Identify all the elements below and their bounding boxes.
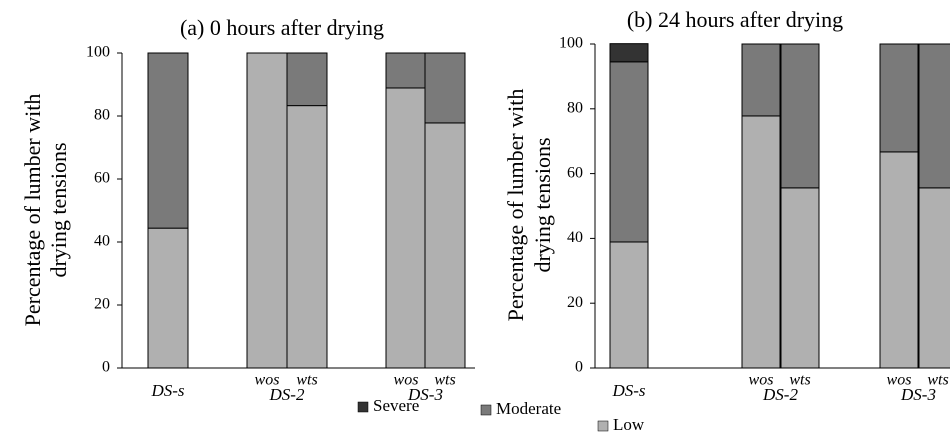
legend-label: Severe	[373, 396, 419, 415]
bar-segment	[147, 227, 189, 369]
bar-segment	[609, 43, 649, 63]
bar-segment	[147, 52, 189, 229]
bar-segment	[385, 87, 427, 369]
legend-swatch	[480, 404, 492, 416]
y-tick-label: 40	[567, 229, 583, 246]
legend-swatch	[357, 401, 369, 413]
x-tick-label: wos	[887, 372, 912, 389]
y-tick-label: 60	[94, 170, 110, 187]
chart-title: (a) 0 hours after drying	[180, 15, 384, 40]
y-tick-label: 40	[94, 233, 110, 250]
bar-segment	[741, 115, 781, 369]
x-tick-label: wos	[255, 372, 280, 389]
y-tick-label: 0	[575, 359, 583, 376]
x-tick-label: wts	[789, 372, 810, 389]
group-label: DS-s	[150, 381, 184, 400]
x-tick-label: wts	[927, 372, 948, 389]
group-label: DS-2	[762, 385, 798, 404]
y-axis-label: Percentage of lumber with	[20, 94, 45, 327]
bar-segment	[424, 122, 466, 369]
group-label: DS-2	[269, 385, 305, 404]
y-tick-label: 60	[567, 164, 583, 181]
y-tick-label: 80	[567, 99, 583, 116]
bar-segment	[918, 187, 950, 369]
x-tick-label: wos	[749, 372, 774, 389]
y-axis-label: Percentage of lumber with	[503, 89, 528, 322]
x-tick-label: wts	[434, 372, 455, 389]
y-axis-label: drying tensions	[46, 142, 71, 277]
bar-segment	[918, 43, 950, 189]
legend-label: Moderate	[496, 399, 561, 418]
bar-segment	[424, 52, 466, 124]
y-tick-label: 20	[567, 294, 583, 311]
group-label: DS-3	[407, 385, 443, 404]
chart-title: (b) 24 hours after drying	[627, 7, 843, 32]
bar-segment	[609, 241, 649, 369]
bar-segment	[246, 52, 288, 369]
bar-segment	[780, 43, 820, 189]
y-axis-label: drying tensions	[530, 137, 555, 272]
group-label: DS-s	[611, 381, 645, 400]
group-label: DS-3	[900, 385, 936, 404]
bar-segment	[780, 187, 820, 369]
bar-segment	[741, 43, 781, 117]
legend-label: Low	[613, 415, 645, 434]
bar-segment	[286, 52, 328, 107]
y-tick-label: 80	[94, 107, 110, 124]
legend-swatch	[597, 420, 609, 432]
y-tick-label: 0	[102, 359, 110, 376]
bar-segment	[609, 61, 649, 243]
bar-segment	[879, 43, 919, 153]
y-tick-label: 100	[86, 44, 110, 61]
x-tick-label: wts	[296, 372, 317, 389]
bar-segment	[385, 52, 427, 89]
bar-segment	[879, 151, 919, 369]
y-tick-label: 100	[559, 35, 583, 52]
bar-segment	[286, 105, 328, 369]
x-tick-label: wos	[394, 372, 419, 389]
y-tick-label: 20	[94, 296, 110, 313]
